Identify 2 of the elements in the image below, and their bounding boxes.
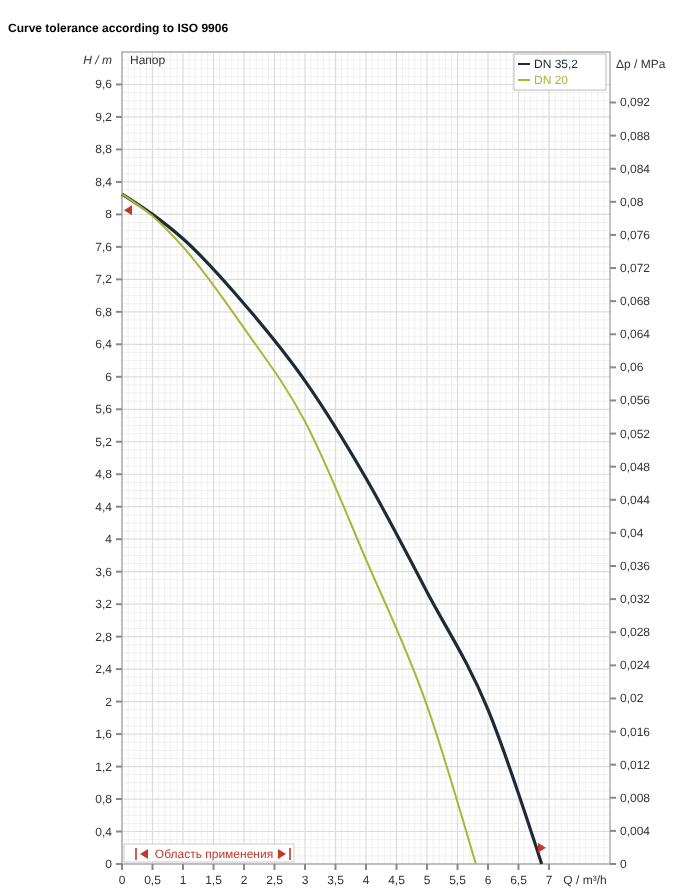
- line-series: [120, 192, 544, 866]
- line-series: [121, 193, 477, 865]
